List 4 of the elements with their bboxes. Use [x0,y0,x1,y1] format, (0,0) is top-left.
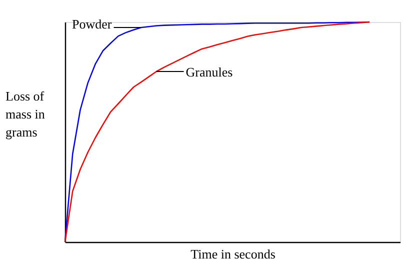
y-axis-title: Loss of mass in grams [6,88,46,140]
x-axis-title: Time in seconds [190,246,276,262]
series-label: Granules [186,64,233,80]
series-label: Powder [72,16,112,32]
